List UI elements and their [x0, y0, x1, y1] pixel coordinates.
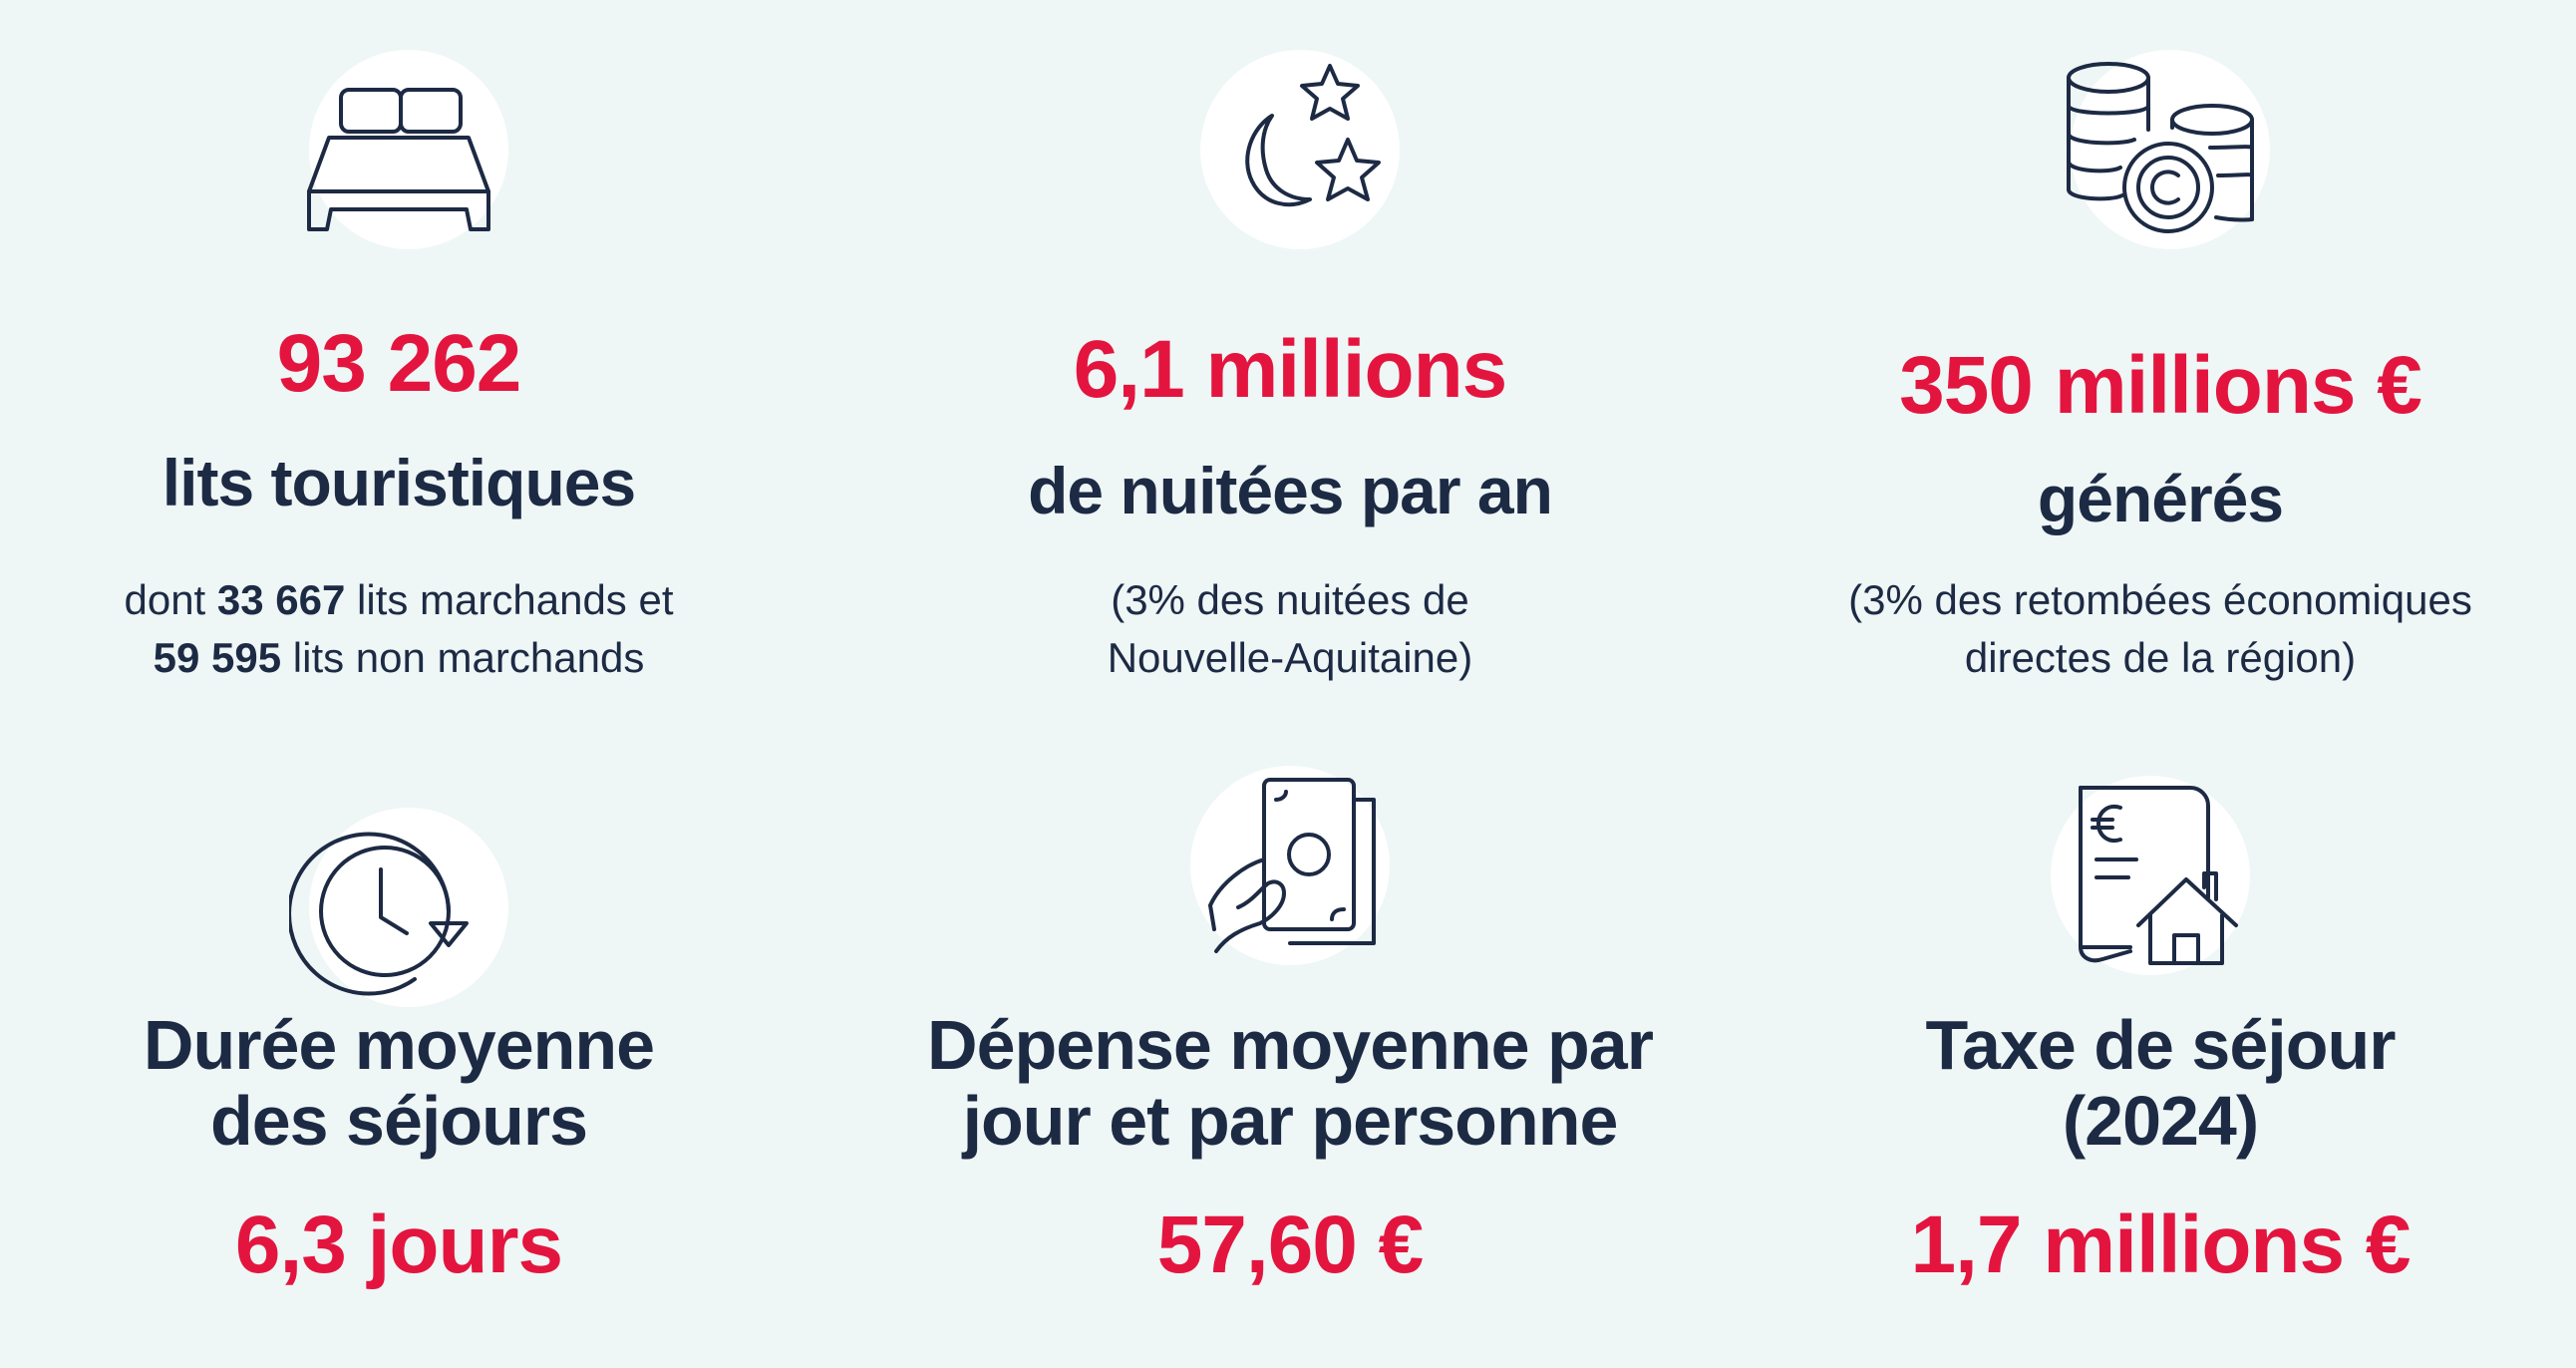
- stat-note-line2: 59 595 lits non marchands: [0, 630, 807, 686]
- moon-stars-icon: [1245, 64, 1381, 207]
- euro-document-house-icon: [2079, 786, 2238, 965]
- hand-banknote-icon-wrap: [1180, 766, 1400, 995]
- moon-stars-icon-wrap: [1180, 50, 1400, 259]
- stat-value: 57,60 €: [1156, 1199, 1425, 1290]
- note-text: dont: [124, 576, 217, 623]
- stat-label: lits touristiques: [161, 446, 636, 519]
- stat-beds: 93 262 lits touristiques dont 33 667 lit…: [0, 0, 807, 698]
- note-number: 59 595: [153, 634, 282, 681]
- stat-label-line1: Taxe de séjour: [1925, 1006, 2396, 1084]
- stat-note-line1: (3% des nuitées de: [1111, 576, 1469, 623]
- stat-value: 93 262: [276, 318, 522, 409]
- stat-label-line2: des séjours: [209, 1082, 588, 1160]
- stat-tourist-tax: Taxe de séjour (2024) 1,7 millions €: [1752, 698, 2569, 1368]
- stat-nights: 6,1 millions de nuitées par an (3% des n…: [881, 0, 1699, 698]
- clock-arrow-icon: [289, 832, 469, 996]
- icon-background: [309, 808, 508, 1007]
- bed-icon: [307, 88, 490, 231]
- bed-icon-wrap: [289, 50, 508, 259]
- stat-spending: Dépense moyenne par jour et par personne…: [881, 698, 1699, 1368]
- stat-value: 1,7 millions €: [1910, 1199, 2412, 1290]
- stat-label-line1: Dépense moyenne par: [927, 1006, 1654, 1084]
- hand-banknote-icon: [1208, 778, 1376, 953]
- stat-label-line2: (2024): [2062, 1082, 2259, 1160]
- stat-value: 6,3 jours: [234, 1199, 563, 1290]
- clock-arrow-icon-wrap: [289, 808, 508, 1017]
- stat-note-line1: dont 33 667 lits marchands et: [0, 572, 807, 628]
- stat-duration: Durée moyenne des séjours 6,3 jours: [0, 698, 807, 1368]
- stat-note-line2: directes de la région): [1964, 634, 2357, 681]
- stat-label: de nuitées par an: [1028, 454, 1553, 527]
- stat-label-line1: Durée moyenne: [143, 1006, 655, 1084]
- coins-icon: [2067, 62, 2254, 233]
- note-text: lits non marchands: [281, 634, 645, 681]
- euro-document-house-icon-wrap: [2051, 768, 2270, 997]
- stat-value: 350 millions €: [1899, 340, 2422, 431]
- note-number: 33 667: [216, 576, 346, 623]
- stat-value: 6,1 millions: [1073, 324, 1508, 415]
- stat-label-line2: jour et par personne: [962, 1082, 1619, 1160]
- stat-label: générés: [2037, 462, 2284, 535]
- note-text: lits marchands et: [345, 576, 674, 623]
- icon-background: [309, 50, 508, 249]
- stat-note-line1: (3% des retombées économiques: [1848, 576, 2472, 623]
- coins-icon-wrap: [2051, 50, 2270, 259]
- icon-background: [1200, 50, 1400, 249]
- stat-note-line2: Nouvelle-Aquitaine): [1107, 634, 1473, 681]
- stat-revenue: 350 millions € générés (3% des retombées…: [1752, 0, 2569, 698]
